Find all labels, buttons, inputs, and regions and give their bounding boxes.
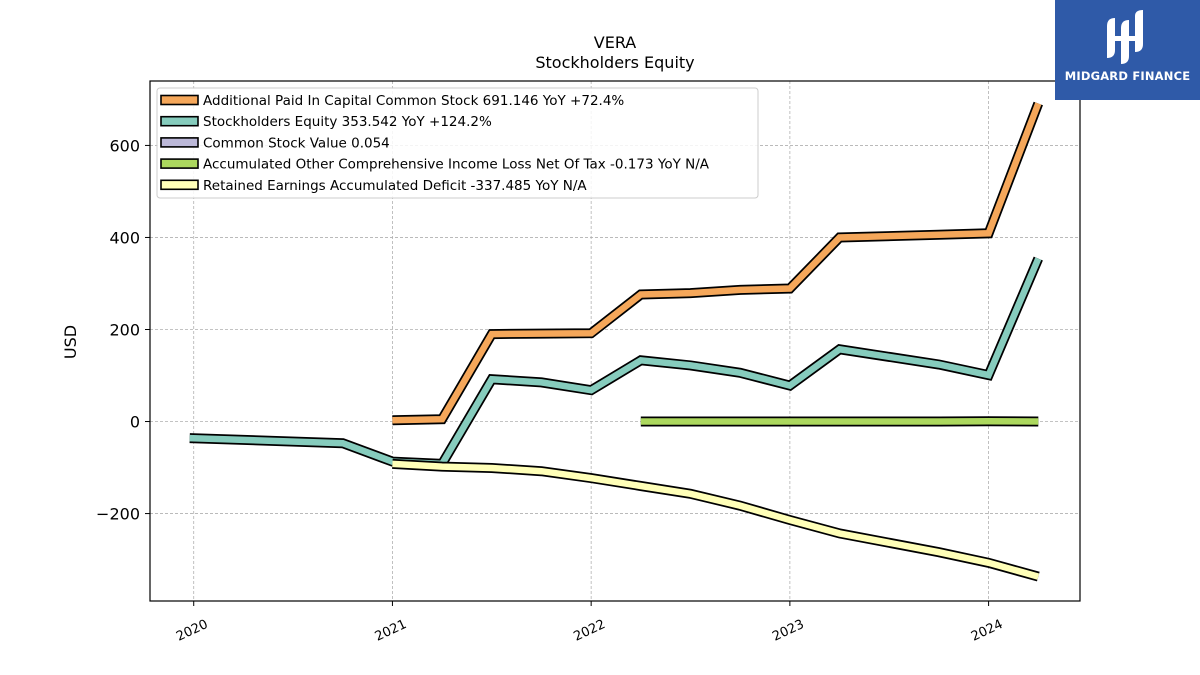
series-layer	[189, 101, 1043, 582]
x-tick-label: 2023	[770, 617, 806, 645]
x-tick-label: 2021	[373, 617, 409, 645]
x-axis: 2020 2021 2022 2023 2024	[174, 601, 1005, 645]
chart-subtitle: Stockholders Equity	[535, 53, 694, 72]
y-tick-label: 200	[109, 320, 140, 339]
legend-label: Retained Earnings Accumulated Deficit -3…	[203, 178, 587, 194]
brand-logo: MIDGARD FINANCE	[1055, 0, 1200, 100]
legend-label: Stockholders Equity 353.542 YoY +124.2%	[203, 114, 492, 130]
y-axis: −200 0 200 400 600	[96, 136, 150, 524]
legend-label: Additional Paid In Capital Common Stock …	[203, 93, 624, 109]
legend-swatch	[160, 179, 199, 191]
y-tick-label: 400	[109, 228, 140, 247]
legend-swatch	[160, 94, 199, 106]
x-tick-label: 2022	[572, 617, 608, 645]
y-tick-label: 600	[109, 136, 140, 155]
series-line-outline	[392, 458, 1040, 582]
legend: Additional Paid In Capital Common Stock …	[156, 87, 759, 199]
series-line	[392, 460, 1040, 580]
x-tick-label: 2020	[174, 617, 210, 645]
x-tick-label: 2024	[969, 617, 1005, 645]
y-axis-label: USD	[61, 325, 80, 359]
chart-title: VERA	[594, 33, 637, 52]
series-line	[189, 257, 1042, 468]
y-tick-label: −200	[96, 505, 140, 524]
legend-swatch	[160, 137, 199, 148]
series-line	[392, 102, 1042, 424]
legend-label: Accumulated Other Comprehensive Income L…	[203, 157, 710, 173]
logo-text: MIDGARD FINANCE	[1064, 69, 1191, 83]
legend-swatch	[160, 158, 199, 169]
logo-mark-icon	[1107, 10, 1143, 64]
legend-label: Common Stock Value 0.054	[203, 135, 390, 151]
plot-frame	[149, 80, 1081, 602]
y-tick-label: 0	[130, 413, 140, 432]
legend-swatch	[160, 115, 199, 127]
legend-box	[156, 87, 759, 199]
